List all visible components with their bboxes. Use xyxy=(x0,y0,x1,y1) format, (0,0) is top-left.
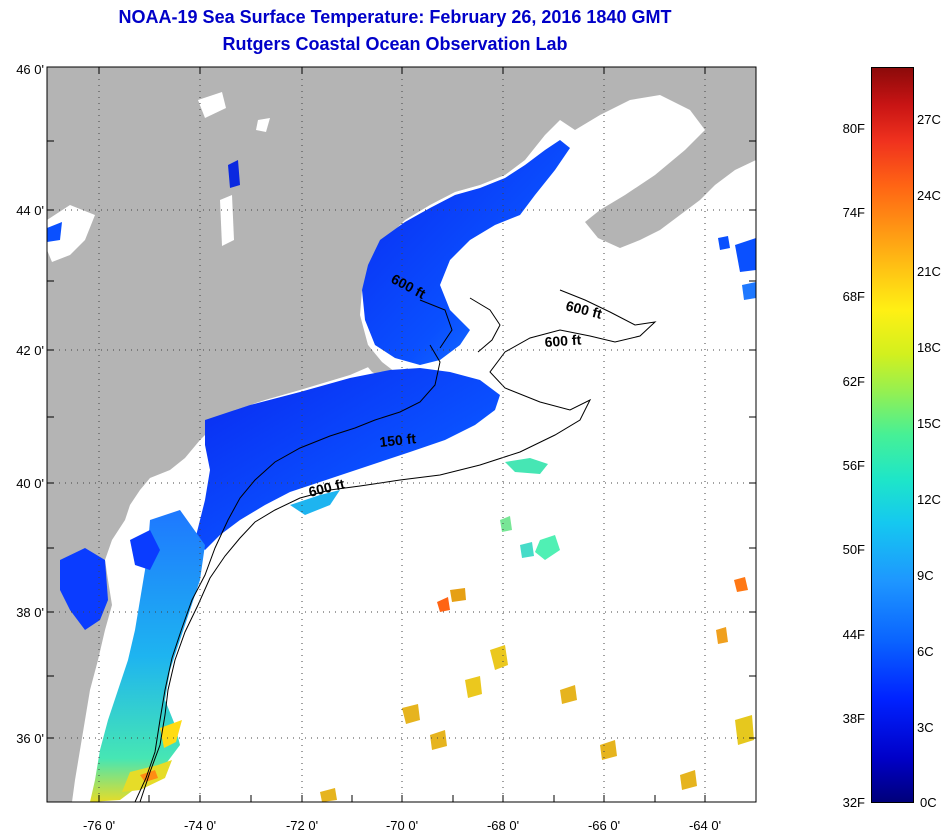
colorbar-fahrenheit-label: 80F xyxy=(842,121,865,136)
colorbar-fahrenheit-label: 68F xyxy=(842,289,865,304)
longitude-label: -72 0' xyxy=(285,818,319,833)
colorbar-celsius-label: 3C xyxy=(917,720,934,735)
depth-contours xyxy=(134,289,657,802)
gulf-stream-patches xyxy=(320,236,756,802)
colorbar-celsius-label: 9C xyxy=(917,568,934,583)
longitude-label: -74 0' xyxy=(183,818,217,833)
gulf-of-maine-sst xyxy=(362,140,570,365)
colorbar-celsius-label: 12C xyxy=(917,492,941,507)
colorbar-celsius-label: 24C xyxy=(917,188,941,203)
inland-cloud-patch xyxy=(198,92,226,118)
longitude-label: -76 0' xyxy=(82,818,116,833)
latitude-label: 40 0' xyxy=(16,476,44,491)
frame-ticks xyxy=(47,67,756,802)
georges-bank-sst xyxy=(505,458,548,474)
latitude-label: 36 0' xyxy=(16,731,44,746)
hatteras-warm-pocket xyxy=(160,720,182,748)
colorbar-celsius-label: 27C xyxy=(917,112,941,127)
shelf-edge-sst xyxy=(290,490,340,515)
inland-lake-blue xyxy=(47,222,62,242)
colorbar-fahrenheit-label: 32F xyxy=(842,795,865,810)
colorbar-celsius-label: 21C xyxy=(917,264,941,279)
inland-cloud-patch xyxy=(220,195,234,246)
inland-cloud-patch xyxy=(47,205,95,262)
colorbar-fahrenheit-label: 74F xyxy=(842,205,865,220)
latitude-label: 46 0' xyxy=(16,62,44,77)
chesapeake-bay-sst xyxy=(60,548,108,630)
contour-label-150ft: 150 ft xyxy=(379,430,417,450)
latitude-label: 42 0' xyxy=(16,343,44,358)
inland-cloud-patch xyxy=(256,118,270,132)
map-subtitle: Rutgers Coastal Ocean Observation Lab xyxy=(222,34,568,54)
colorbar-celsius-label: 18C xyxy=(917,340,941,355)
contour-label-600ft: 600 ft xyxy=(544,331,582,350)
us-mainland-land xyxy=(47,67,560,802)
colorbar-celsius-label: 15C xyxy=(917,416,941,431)
colorbar-fahrenheit-label: 50F xyxy=(842,542,865,557)
colorbar-gradient xyxy=(871,67,914,803)
inland-lake-blue xyxy=(228,160,240,188)
colorbar-celsius-label: 6C xyxy=(917,644,934,659)
colorbar-fahrenheit-label: 38F xyxy=(842,711,865,726)
longitude-label: -70 0' xyxy=(385,818,419,833)
colorbar-fahrenheit-label: 44F xyxy=(842,627,865,642)
longitude-label: -64 0' xyxy=(688,818,722,833)
graticule xyxy=(47,67,756,802)
colorbar-fahrenheit-label: 56F xyxy=(842,458,865,473)
latitude-label: 44 0' xyxy=(16,203,44,218)
colorbar-fahrenheit-label: 62F xyxy=(842,374,865,389)
colorbar-celsius-label: 0C xyxy=(920,795,937,810)
shelf-water-sst xyxy=(195,368,500,550)
nova-scotia-land xyxy=(560,67,756,248)
southern-shelf-sst xyxy=(90,510,205,802)
latitude-label: 38 0' xyxy=(16,605,44,620)
longitude-label: -68 0' xyxy=(486,818,520,833)
longitude-label: -66 0' xyxy=(587,818,621,833)
delaware-bay-sst xyxy=(130,530,160,570)
cape-breton-land xyxy=(705,90,756,158)
temperature-colorbar xyxy=(869,67,943,803)
map-title: NOAA-19 Sea Surface Temperature: Februar… xyxy=(118,7,672,27)
